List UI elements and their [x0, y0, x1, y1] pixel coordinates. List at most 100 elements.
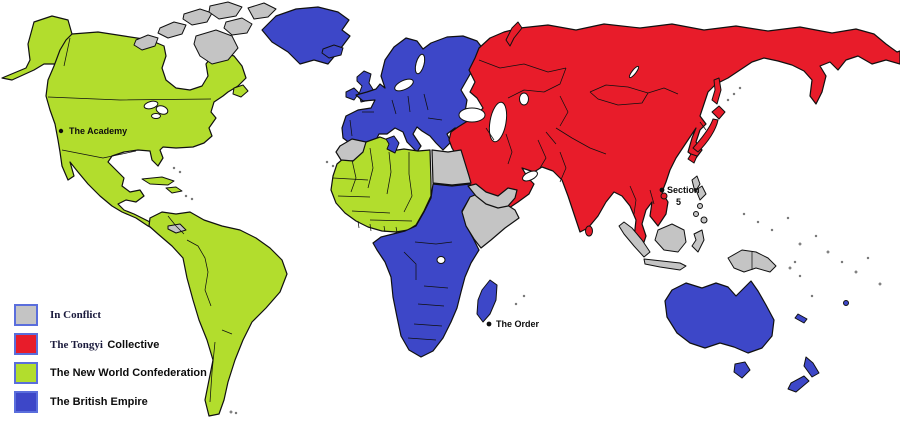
black-sea	[458, 107, 486, 123]
baltic-sea	[394, 78, 414, 92]
region-morocco-conflict	[335, 138, 367, 162]
border-himalaya	[555, 127, 607, 155]
island-madagascar	[476, 279, 498, 323]
academy-label: The Academy	[69, 126, 127, 136]
border-brazil-west	[186, 239, 212, 307]
lakes-and-inland-seas	[143, 53, 640, 264]
border-russia-kazakhstan	[478, 59, 567, 73]
island-kyushu	[687, 153, 698, 164]
map-legend: In Conflict The Tongyi Collective The Ne…	[14, 304, 207, 413]
country-borders	[47, 37, 753, 403]
region-arctic-islands-conflict	[133, 1, 277, 234]
border-myanmar-thailand	[629, 185, 637, 215]
island-philippines-2	[693, 211, 699, 217]
lake-baikal	[628, 65, 640, 79]
legend-item-new-world-confederation: The New World Confederation	[14, 362, 207, 384]
island-iceland	[321, 44, 344, 59]
legend-item-tongyi-collective: The Tongyi Collective	[14, 333, 207, 355]
legend-swatch-new-world-confederation	[14, 362, 38, 384]
border-iran-pakistan	[537, 139, 547, 169]
border-argentina-chile	[209, 341, 216, 403]
island-sumatra	[618, 221, 651, 258]
border-tanzania	[423, 285, 449, 289]
border-west-africa-coast	[357, 220, 398, 233]
legend-label-tongyi-collective: The Tongyi Collective	[50, 335, 159, 353]
region-africa	[330, 135, 520, 358]
great-lakes-3	[151, 113, 161, 119]
border-france-germany	[391, 99, 397, 115]
island-new-zealand-north	[803, 356, 820, 378]
border-us-mexico	[61, 149, 137, 159]
border-portugal-spain	[349, 119, 353, 137]
island-arctic-1	[133, 34, 159, 51]
border-kazakhstan-china	[559, 95, 569, 127]
island-hokkaido	[711, 105, 726, 120]
border-libya-chad	[403, 152, 413, 213]
border-balkans	[427, 117, 443, 121]
border-china-russia-east	[647, 87, 679, 95]
border-sahel-3	[351, 210, 391, 214]
landmass-south-america	[148, 211, 288, 417]
region-yemen-oman-conflict	[467, 183, 518, 209]
great-lakes-2	[155, 105, 169, 115]
border-germany-poland	[407, 95, 411, 113]
region-tunisia-empire	[385, 135, 400, 154]
legend-label-new-world-confederation: The New World Confederation	[50, 367, 207, 379]
island-hispaniola	[165, 186, 183, 194]
island-hainan	[660, 192, 668, 200]
border-laos-vietnam	[649, 189, 655, 205]
island-luzon	[695, 185, 707, 201]
island-sri-lanka	[585, 225, 593, 237]
region-south-america-confederation	[148, 211, 288, 417]
region-oceania-empire	[664, 280, 849, 393]
border-algeria-libya	[386, 151, 392, 195]
border-mongolia	[589, 84, 649, 106]
legend-label-in-conflict: In Conflict	[50, 309, 102, 321]
border-gulf-of-guinea	[369, 219, 413, 222]
map-label-order: The Order	[486, 319, 540, 329]
border-central-africa	[414, 241, 453, 245]
island-new-zealand-south	[787, 375, 810, 393]
island-new-caledonia	[794, 313, 808, 324]
border-central-asia	[507, 67, 567, 99]
island-arctic-3	[182, 8, 213, 26]
border-sahel-2	[337, 195, 371, 198]
legend-swatch-british-empire	[14, 391, 38, 413]
island-arctic-4	[208, 1, 243, 20]
region-egypt-conflict	[431, 149, 472, 186]
region-europe-empire	[341, 35, 484, 153]
border-paraguay	[221, 329, 233, 335]
great-lakes-1	[143, 100, 159, 110]
border-congo	[403, 251, 417, 280]
map-label-academy: The Academy	[58, 126, 127, 136]
border-mauritania-algeria	[350, 159, 357, 193]
border-korea-china	[699, 121, 707, 131]
academy-marker-dot	[58, 128, 64, 134]
border-iran-iraq	[505, 133, 513, 165]
border-alaska-canada	[63, 37, 71, 67]
section5-label-line2: 5	[676, 197, 681, 207]
border-sahel-1	[332, 177, 369, 181]
border-zimbabwe	[413, 323, 443, 327]
border-india-pakistan	[559, 151, 567, 183]
gulf-of-bothnia	[414, 53, 426, 75]
island-philippines-1	[697, 203, 703, 209]
border-south-africa	[407, 337, 437, 341]
legend-swatch-in-conflict	[14, 304, 38, 326]
island-taiwan	[691, 175, 701, 193]
legend-label-tongyi-sans-part: Collective	[107, 339, 160, 351]
landmass-australia	[664, 280, 775, 354]
island-ellesmere	[247, 2, 277, 20]
border-zambia	[417, 303, 445, 307]
island-specks	[172, 86, 882, 415]
aral-sea	[519, 92, 529, 106]
legend-label-tongyi-serif-part: The Tongyi	[50, 339, 103, 351]
island-sakhalin	[711, 77, 722, 105]
island-honshu	[692, 118, 719, 153]
legend-item-british-empire: The British Empire	[14, 391, 207, 413]
island-fiji	[843, 300, 849, 306]
island-arctic-5	[223, 17, 253, 36]
island-ireland	[345, 87, 360, 101]
legend-label-british-empire: The British Empire	[50, 396, 148, 408]
